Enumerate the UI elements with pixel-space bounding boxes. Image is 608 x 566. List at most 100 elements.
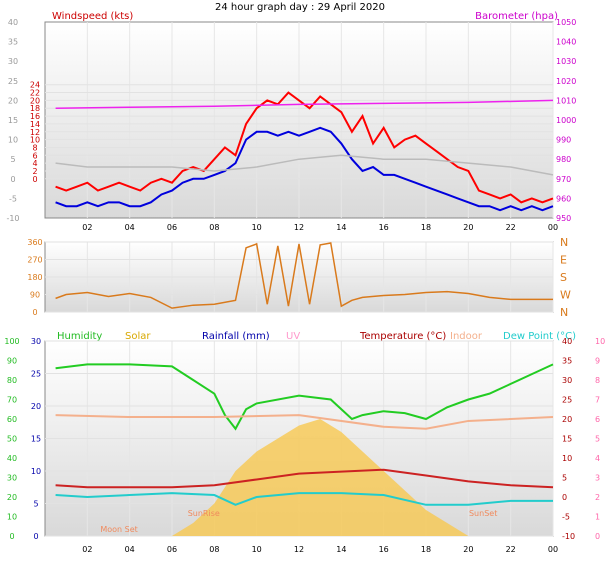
right-tick: 970 <box>556 175 571 184</box>
right-tick: 1000 <box>556 116 576 125</box>
x-tick-label: 14 <box>336 223 346 232</box>
left-inner-tick: 8 <box>32 143 37 152</box>
left-outer-tick: 25 <box>8 77 18 86</box>
right-tick: 1030 <box>556 57 576 66</box>
right-tick: 980 <box>556 155 571 164</box>
left-outer-tick: 40 <box>8 18 18 27</box>
right-tick: 1010 <box>556 96 576 105</box>
humidity-tick: 70 <box>7 396 17 405</box>
series-wind-direction <box>55 242 553 309</box>
uv-tick: 4 <box>595 454 600 463</box>
annotation: SunRise <box>188 509 220 518</box>
humidity-tick: 20 <box>7 493 17 502</box>
right-tick: 1040 <box>556 38 576 47</box>
uv-tick: 2 <box>595 493 600 502</box>
left-outer-tick: 20 <box>8 96 18 105</box>
humidity-tick: 0 <box>9 532 14 541</box>
left-outer-tick: -10 <box>6 214 19 223</box>
left-inner-tick: 12 <box>30 128 40 137</box>
humidity-tick: 30 <box>7 474 17 483</box>
uv-tick: 6 <box>595 415 600 424</box>
temp-tick: 5 <box>562 474 567 483</box>
uv-tick: 10 <box>595 337 605 346</box>
right-tick: 1050 <box>556 18 576 27</box>
temp-tick: 0 <box>562 493 567 502</box>
series-average-wind <box>55 154 554 176</box>
temp-tick: -10 <box>562 532 575 541</box>
uv-tick: 5 <box>595 435 600 444</box>
right-tick: 1020 <box>556 77 576 86</box>
right-tick: 960 <box>556 194 571 203</box>
left-inner-tick: 24 <box>30 81 40 90</box>
left-outer-tick: 30 <box>8 57 18 66</box>
uv-tick: 8 <box>595 376 600 385</box>
rain-tick: 30 <box>31 337 41 346</box>
temp-tick: -5 <box>562 513 570 522</box>
annotation: Moon Set <box>100 525 137 534</box>
right-tick: 990 <box>556 136 571 145</box>
x-tick-label: 06 <box>167 223 177 232</box>
series-solar <box>172 419 469 536</box>
series-barometer <box>55 99 554 109</box>
left-inner-tick: 22 <box>30 89 40 98</box>
x-tick-label: 00 <box>548 223 558 232</box>
left-outer-tick: 5 <box>10 155 15 164</box>
x-tick-label: 02 <box>82 545 92 554</box>
left-outer-tick: 15 <box>8 116 18 125</box>
rain-tick: 0 <box>33 532 38 541</box>
x-tick-label: 16 <box>379 223 389 232</box>
x-tick-label: 08 <box>209 545 219 554</box>
left-inner-tick: 4 <box>32 159 37 168</box>
x-tick-label: 22 <box>506 223 516 232</box>
legend-item: Solar <box>125 331 151 342</box>
x-tick-label: 16 <box>379 545 389 554</box>
series-temperature <box>55 468 554 489</box>
legend-item: Rainfall (mm) <box>202 331 270 342</box>
x-tick-label: 12 <box>294 545 304 554</box>
left-inner-tick: 16 <box>30 112 40 121</box>
legend-item: Humidity <box>57 331 102 342</box>
legend-item: Indoor <box>450 331 483 342</box>
legend-item: Temperature (°C) <box>359 331 446 342</box>
rain-tick: 25 <box>31 370 41 379</box>
barometer-label: Barometer (hpa) <box>475 11 558 22</box>
left-outer-tick: -5 <box>9 194 17 203</box>
x-tick-label: 10 <box>252 223 262 232</box>
legend-item: UV <box>286 331 300 342</box>
humidity-tick: 100 <box>4 337 19 346</box>
page-title: 24 hour graph day : 29 April 2020 <box>215 2 385 13</box>
x-tick-label: 00 <box>548 545 558 554</box>
rain-tick: 20 <box>31 402 41 411</box>
x-tick-label: 18 <box>421 545 431 554</box>
x-tick-label: 02 <box>82 223 92 232</box>
left-outer-tick: 0 <box>10 175 15 184</box>
direction-tick: 90 <box>30 291 40 300</box>
temp-tick: 30 <box>562 376 572 385</box>
x-tick-label: 04 <box>125 223 135 232</box>
compass-label: W <box>560 289 571 302</box>
x-tick-label: 10 <box>252 545 262 554</box>
x-tick-label: 04 <box>125 545 135 554</box>
left-inner-tick: 10 <box>30 136 40 145</box>
left-inner-tick: 0 <box>32 175 37 184</box>
temp-tick: 10 <box>562 454 572 463</box>
uv-tick: 0 <box>595 532 600 541</box>
series-dew-point <box>55 492 553 506</box>
left-inner-tick: 18 <box>30 104 40 113</box>
left-inner-tick: 6 <box>32 151 37 160</box>
direction-tick: 270 <box>27 256 42 265</box>
temp-tick: 25 <box>562 396 572 405</box>
x-tick-label: 18 <box>421 223 431 232</box>
right-tick: 950 <box>556 214 571 223</box>
left-outer-tick: 10 <box>8 136 18 145</box>
left-inner-tick: 2 <box>32 167 37 176</box>
humidity-tick: 40 <box>7 454 17 463</box>
humidity-tick: 10 <box>7 513 17 522</box>
uv-tick: 7 <box>595 396 600 405</box>
compass-label: N <box>560 236 568 249</box>
humidity-tick: 50 <box>7 435 17 444</box>
uv-tick: 1 <box>595 513 600 522</box>
series-humidity <box>55 363 554 431</box>
x-tick-label: 20 <box>463 223 473 232</box>
